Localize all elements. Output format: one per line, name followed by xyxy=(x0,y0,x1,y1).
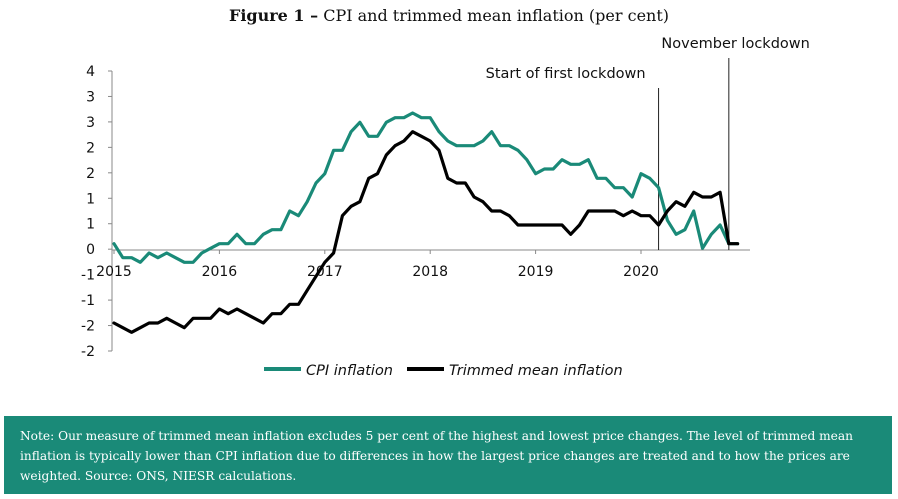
trimmed-mean-line xyxy=(112,130,740,334)
annotation-layer: Start of first lockdown November lockdown xyxy=(486,36,810,250)
x-tick-label: 2020 xyxy=(623,264,659,280)
y-tick-label: 0 xyxy=(86,242,95,258)
inflation-chart: 4 3 3 2 2 1 1 0 -1 -1 -2 -2 2015 2016 2017 2018 2019 2020… xyxy=(81,36,810,379)
y-tick-label: 1 xyxy=(86,217,95,233)
series-layer xyxy=(112,111,740,334)
y-tick-label: -1 xyxy=(81,268,95,284)
y-tick-label: 4 xyxy=(86,64,95,80)
cpi-inflation-line xyxy=(112,111,740,264)
legend: CPI inflation Trimmed mean inflation xyxy=(264,363,623,379)
legend-label-cpi: CPI inflation xyxy=(306,363,393,379)
x-tick-label: 2016 xyxy=(202,264,238,280)
y-tick-label: -2 xyxy=(81,344,95,360)
y-tick-label: 2 xyxy=(86,140,95,156)
x-tick-label: 2019 xyxy=(518,264,554,280)
y-tick-label: -2 xyxy=(81,319,95,335)
axes-layer: 4 3 3 2 2 1 1 0 -1 -1 -2 -2 2015 2016 2017 2018 2019 2020 xyxy=(81,64,750,360)
y-tick-label: 3 xyxy=(86,89,95,105)
annotation-label: Start of first lockdown xyxy=(486,66,646,82)
note-box: Note: Our measure of trimmed mean inflat… xyxy=(4,416,892,494)
note-text: Note: Our measure of trimmed mean inflat… xyxy=(20,429,853,483)
x-tick-label: 2018 xyxy=(412,264,448,280)
y-tick-label: 3 xyxy=(86,115,95,131)
y-tick-label: 2 xyxy=(86,166,95,182)
x-tick-label: 2017 xyxy=(307,264,343,280)
annotation-label: November lockdown xyxy=(661,36,809,52)
legend-label-trimmed: Trimmed mean inflation xyxy=(449,363,623,379)
x-tick-label: 2015 xyxy=(96,264,132,280)
title-main: CPI and trimmed mean inflation (per cent… xyxy=(323,6,670,25)
y-tick-label: -1 xyxy=(81,293,95,309)
title-prefix: Figure 1 – xyxy=(228,6,319,25)
chart-title: Figure 1 – CPI and trimmed mean inflatio… xyxy=(0,6,898,25)
y-tick-label: 1 xyxy=(86,191,95,207)
